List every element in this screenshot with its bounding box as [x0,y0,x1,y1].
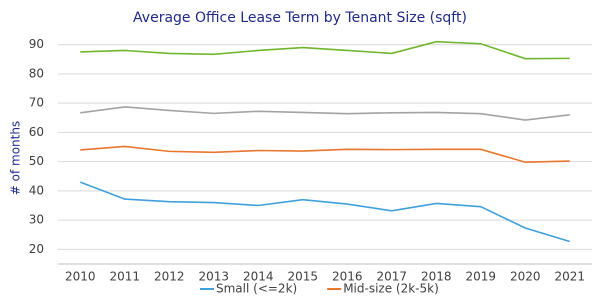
y-tick-label: 50 [29,154,44,168]
y-tick-label: 90 [29,37,44,51]
y-tick-label: 20 [29,242,44,256]
chart-title: Average Office Lease Term by Tenant Size… [133,10,467,26]
x-tick-label: 2021 [554,270,585,284]
line-series [80,145,570,164]
x-tick-label: 2013 [198,270,229,284]
legend-label: Small (<=2k) [216,282,297,296]
x-tick-label: 2015 [287,270,318,284]
y-tick-label: 60 [29,125,44,139]
y-tick-label: 30 [29,213,44,227]
x-tick-label: 2010 [65,270,96,284]
line-series [80,106,570,121]
x-tick-label: 2018 [421,270,452,284]
line-series [79,181,570,243]
x-tick-label: 2011 [109,270,140,284]
y-tick-label: 80 [29,66,44,80]
y-axis-label: # of months [9,121,23,195]
x-tick-label: 2012 [154,270,185,284]
x-tick-label: 2020 [510,270,541,284]
legend-label: Mid-size (2k-5k) [343,282,439,296]
line-series [80,40,570,60]
x-tick-label: 2014 [243,270,274,284]
x-tick-label: 2019 [465,270,496,284]
x-tick-label: 2016 [332,270,363,284]
y-tick-label: 70 [29,96,44,110]
x-tick-label: 2017 [376,270,407,284]
y-tick-label: 40 [29,183,44,197]
